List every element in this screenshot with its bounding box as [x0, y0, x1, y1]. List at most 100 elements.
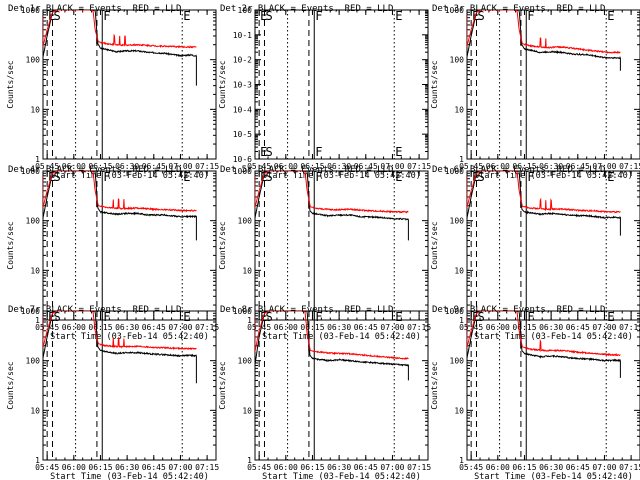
x-tick-label: 06:00 — [274, 323, 298, 332]
x-tick-label: 06:45 — [354, 463, 378, 472]
y-tick-label: 100 — [238, 217, 253, 226]
y-tick-label: 1 — [459, 155, 464, 164]
x-tick-label: 07:15 — [195, 463, 219, 472]
y-axis-label: Counts/sec — [6, 221, 15, 269]
y-tick-label: 1 — [35, 155, 40, 164]
y-tick-label: 10-1 — [233, 31, 252, 40]
x-tick-label: 05:45 — [459, 463, 483, 472]
panel-title: Det 3r BLACK = Events, RED = LLD — [432, 4, 605, 14]
x-tick-label: 05:45 — [247, 463, 271, 472]
y-axis-label: Counts/sec — [430, 221, 439, 269]
y-tick-label: 1 — [35, 456, 40, 465]
x-axis-label: Start Time (03-Feb-14 05:42:40) — [262, 472, 421, 480]
y-axis-label: Counts/sec — [6, 361, 15, 409]
y-tick-label: 100 — [450, 56, 465, 65]
y-tick-label: 100 — [450, 357, 465, 366]
panel-det-5: Det 5r BLACK = Events, RED = LLD 1 10 100 10… — [218, 165, 431, 342]
series-group — [467, 171, 621, 236]
y-tick-label: 10 — [454, 266, 464, 275]
x-tick-label: 07:00 — [592, 162, 616, 171]
x-tick-label: 05:45 — [35, 463, 59, 472]
x-tick-label: 06:45 — [566, 162, 590, 171]
x-tick-label: 06:30 — [115, 463, 139, 472]
event-marker-label: E — [395, 170, 402, 184]
y-axis-label: Counts/sec — [218, 60, 227, 108]
y-tick-label: 10-2 — [233, 56, 252, 65]
x-tick-label: 06:45 — [142, 463, 166, 472]
event-marker-label-bottom: E — [260, 145, 267, 159]
y-tick-label: 1 — [247, 456, 252, 465]
x-axis-label: Start Time (03-Feb-14 05:42:40) — [50, 472, 209, 480]
x-tick-label: 06:00 — [62, 323, 86, 332]
x-tick-label: 06:30 — [327, 463, 351, 472]
panel-det-1: Det 1r BLACK = Events, RED = LLD 1 10 100 10… — [6, 4, 219, 181]
x-tick-label: 06:30 — [539, 323, 563, 332]
x-tick-label: 06:30 — [327, 323, 351, 332]
y-tick-label: 1000 — [445, 6, 464, 15]
lld-series-line — [467, 171, 621, 214]
event-marker-label: S — [265, 310, 272, 324]
panel-title: Det 6r BLACK = Events, RED = LLD — [432, 165, 605, 175]
event-marker-label: F — [103, 9, 110, 23]
event-marker-label: S — [265, 170, 272, 184]
y-axis-label: Counts/sec — [430, 361, 439, 409]
lld-series-line — [43, 311, 197, 351]
y-tick-label: 10 — [242, 406, 252, 415]
plot-frame — [42, 310, 217, 461]
x-tick-label: 06:00 — [62, 162, 86, 171]
panel-title: Det 2r BLACK = Events, RED = LLD — [220, 4, 393, 14]
panel-title: Det 8r BLACK = Events, RED = LLD — [220, 305, 393, 315]
series-group — [467, 10, 621, 71]
events-series-line — [43, 10, 197, 86]
x-tick-label: 06:45 — [354, 323, 378, 332]
x-tick-label: 07:00 — [592, 463, 616, 472]
x-tick-label: 07:00 — [168, 323, 192, 332]
series-group — [467, 311, 621, 378]
y-tick-label: 1 — [247, 316, 252, 325]
plot-frame — [254, 170, 429, 321]
panel-det-7: Det 7r BLACK = Events, RED = LLD11010010… — [6, 305, 219, 480]
y-tick-label: 100 — [238, 357, 253, 366]
x-tick-label: 06:45 — [566, 323, 590, 332]
event-marker-label: S — [53, 310, 60, 324]
event-marker-label: S — [477, 310, 484, 324]
y-tick-label: 1000 — [233, 307, 252, 316]
event-marker-label: S — [53, 170, 60, 184]
event-marker-label: E — [395, 310, 402, 324]
event-marker-label: S — [477, 170, 484, 184]
x-axis-label: Start Time (03-Feb-14 05:42:40) — [262, 332, 421, 342]
panel-title: Det 1r BLACK = Events, RED = LLD — [8, 4, 181, 14]
x-tick-label: 06:15 — [512, 463, 536, 472]
series-group — [43, 311, 197, 384]
panel-det-4: Det 4r BLACK = Events, RED = LLD 1 10 100 10… — [6, 165, 219, 342]
event-marker-label: E — [395, 9, 402, 23]
event-marker-label: E — [183, 310, 190, 324]
y-tick-label: 10 — [454, 406, 464, 415]
event-marker-label: F — [527, 170, 534, 184]
y-tick-label: 10-4 — [233, 105, 252, 114]
y-tick-label: 1 — [459, 316, 464, 325]
series-group — [255, 311, 409, 381]
series-group — [43, 10, 197, 86]
x-tick-label: 06:30 — [539, 162, 563, 171]
events-series-line — [43, 171, 197, 241]
y-tick-label: 100 — [26, 217, 41, 226]
lld-series-line — [43, 10, 197, 49]
event-marker-label: E — [607, 170, 614, 184]
events-series-line — [255, 171, 409, 241]
plot-frame — [466, 9, 640, 160]
x-tick-label: 07:15 — [619, 162, 640, 171]
x-tick-label: 06:00 — [62, 463, 86, 472]
events-series-line — [467, 171, 621, 236]
plot-frame — [254, 310, 429, 461]
x-tick-label: 07:00 — [592, 323, 616, 332]
series-group — [255, 171, 409, 241]
event-marker-label: F — [527, 310, 534, 324]
x-tick-label: 07:15 — [407, 323, 431, 332]
x-axis-label: Start Time (03-Feb-14 05:42:40) — [474, 332, 633, 342]
lld-series-line — [255, 171, 409, 214]
y-tick-label: 10-6 — [233, 155, 252, 164]
y-tick-label: 10-3 — [233, 81, 252, 90]
plot-frame — [42, 9, 217, 160]
